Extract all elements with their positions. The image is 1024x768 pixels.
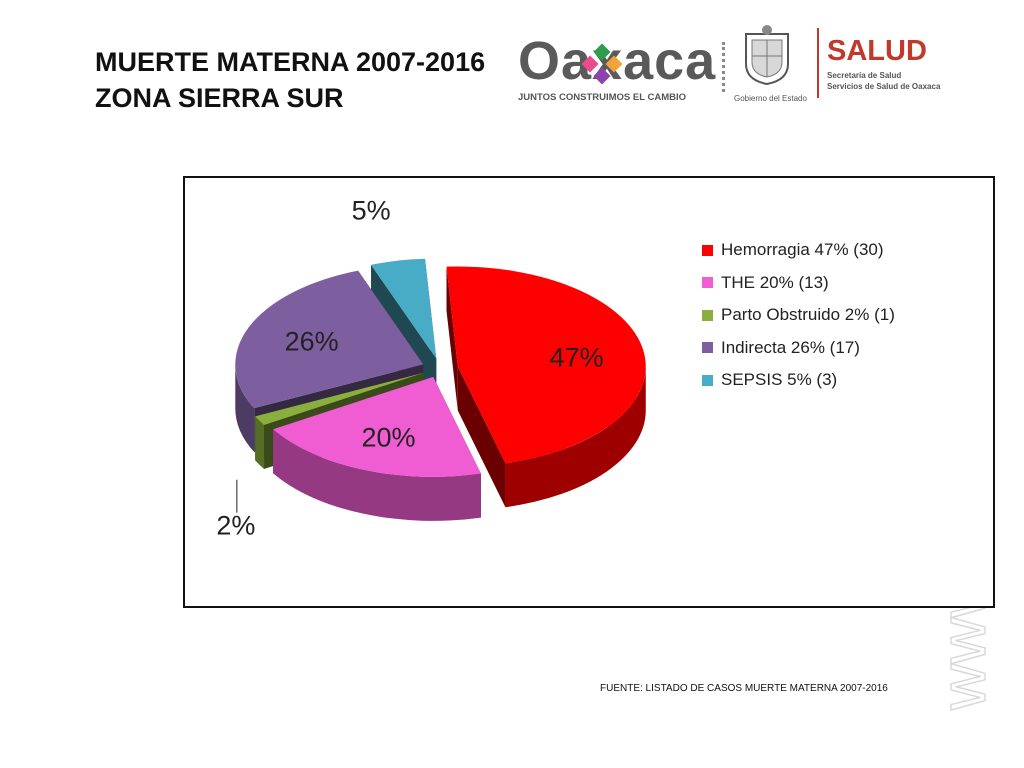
chart-frame: 47% 20% 2% 26% 5% Hemorragia 47% (30) THE 20%… (183, 176, 995, 608)
slide-title: MUERTE MATERNA 2007-2016 ZONA SIERRA SUR (95, 44, 485, 116)
legend-swatch (702, 277, 713, 289)
slice-hemorragia (446, 266, 646, 464)
data-label-hemorragia: 47% (550, 342, 604, 372)
title-line-2: ZONA SIERRA SUR (95, 83, 344, 113)
gobierno-label: Gobierno del Estado (734, 94, 807, 103)
slice-side-parto-obstruido (255, 416, 265, 469)
pie-tops (235, 258, 646, 477)
slice-side-hemorragia (505, 366, 646, 508)
slice-wall-hemorragia-end (457, 366, 506, 508)
pie-labels: 47% 20% 2% 26% 5% (216, 195, 603, 540)
legend-item-hemorragia: Hemorragia 47% (30) (702, 234, 895, 267)
pie-chart: 47% 20% 2% 26% 5% (216, 195, 646, 541)
header-logos: Oaxaca JUNTOS CONSTRUIMOS EL CAMBIO Gobi… (512, 22, 942, 112)
legend-swatch (702, 374, 713, 386)
legend-label: Indirecta 26% (17) (721, 337, 860, 357)
legend-label: Parto Obstruido 2% (1) (721, 305, 895, 325)
legend-item-parto-obstruido: Parto Obstruido 2% (1) (702, 299, 895, 332)
slice-indirecta (235, 270, 424, 409)
slice-side-indirecta (235, 364, 255, 453)
data-label-sepsis: 5% (352, 195, 391, 225)
legend-item-indirecta: Indirecta 26% (17) (702, 332, 895, 365)
legend-label: Hemorragia 47% (30) (721, 240, 884, 260)
legend-swatch (702, 309, 713, 321)
salud-subtitle-line-1: Secretaría de Salud (827, 71, 902, 80)
oaxaca-logo-icon (582, 44, 622, 84)
data-label-the: 20% (361, 422, 415, 452)
title-line-1: MUERTE MATERNA 2007-2016 (95, 47, 486, 77)
data-label-indirecta: 26% (285, 327, 339, 357)
logo-divider-dots (722, 42, 729, 92)
salud-subtitle-line-2: Servicios de Salud de Oaxaca (827, 82, 941, 91)
slice-wall-hemorragia-start (446, 266, 458, 411)
legend-label: SEPSIS 5% (3) (721, 370, 838, 390)
oaxaca-tagline: JUNTOS CONSTRUIMOS EL CAMBIO (518, 92, 687, 103)
logo-divider-line (817, 28, 819, 98)
slice-the (273, 376, 481, 477)
legend-swatch (702, 244, 713, 256)
slice-side-the (273, 429, 481, 521)
slice-sepsis (371, 258, 437, 359)
salud-logo-text: SALUD (827, 35, 927, 67)
legend-item-sepsis: SEPSIS 5% (3) (702, 364, 895, 397)
source-note: FUENTE: LISTADO DE CASOS MUERTE MATERNA … (600, 683, 888, 694)
state-seal-icon (745, 25, 789, 86)
slice-parto-obstruido (255, 372, 425, 425)
legend-swatch (702, 342, 713, 354)
legend-label: THE 20% (13) (721, 272, 829, 292)
legend-item-the: THE 20% (13) (702, 267, 895, 300)
chart-legend: Hemorragia 47% (30) THE 20% (13) Parto Obs… (702, 234, 895, 397)
data-label-parto-obstruido: 2% (216, 511, 255, 541)
salud-subtitle: Secretaría de Salud Servicios de Salud d… (827, 70, 940, 92)
